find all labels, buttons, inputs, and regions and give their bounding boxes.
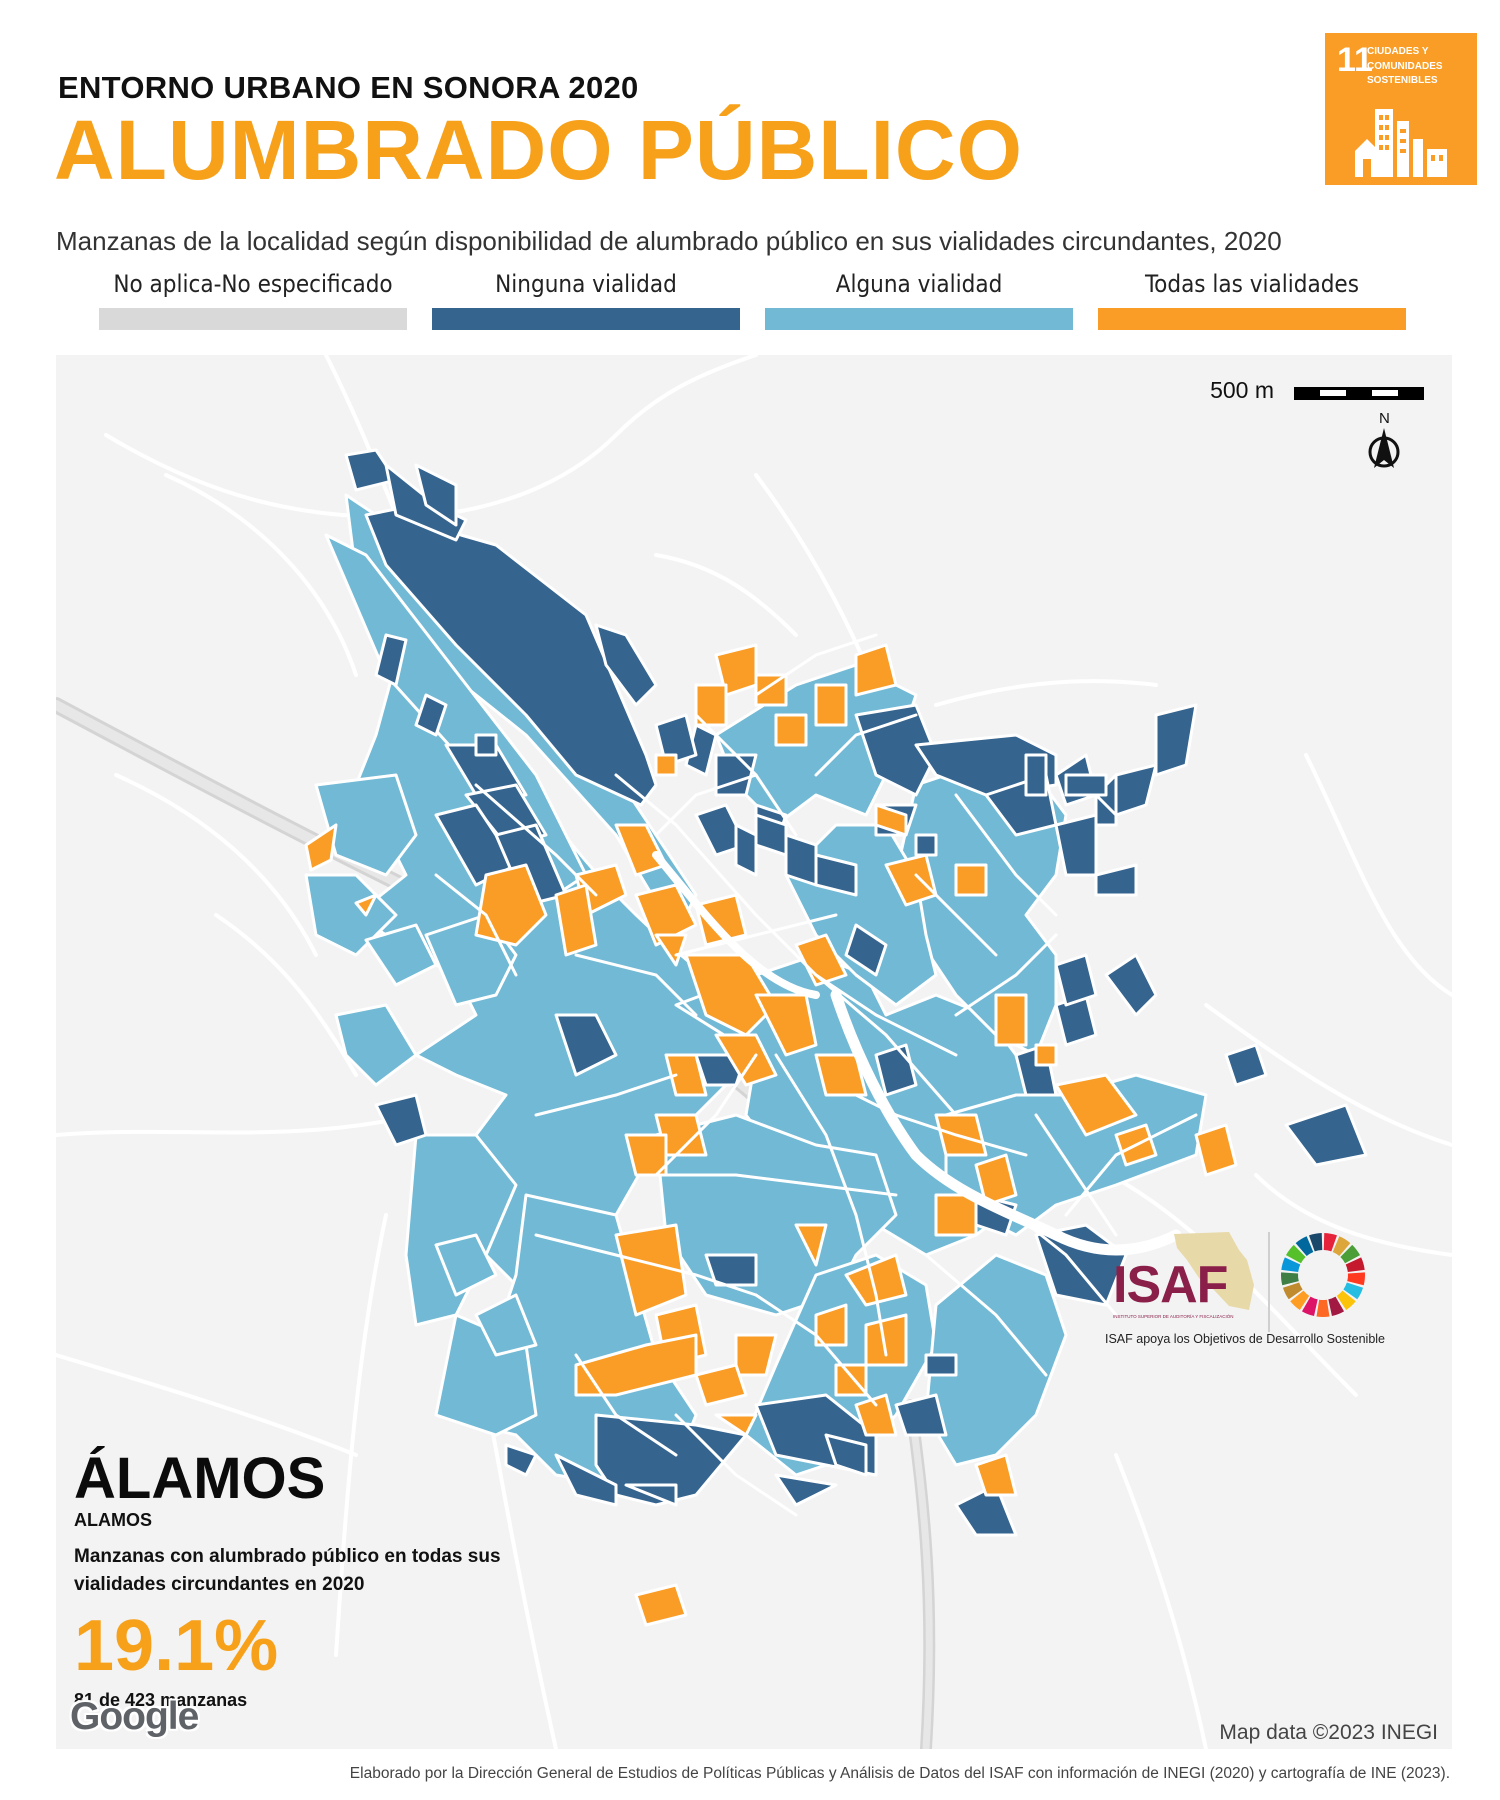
legend-item-alguna: Alguna vialidad [765,270,1073,330]
north-label: N [1379,410,1390,427]
sdg-wheel-segment [1290,1290,1310,1311]
legend-swatch [99,308,407,330]
isaf-fullname: INSTITUTO SUPERIOR DE AUDITORÍA Y FISCAL… [1113,1314,1234,1319]
sdg-wheel-segment [1281,1257,1301,1272]
pre-title: ENTORNO URBANO EN SONORA 2020 [58,70,639,105]
percentage-value: 19.1% [74,1606,279,1687]
block-alguna [364,923,438,987]
north-arrow-icon: N [1362,410,1412,476]
street-grid [434,633,1198,1517]
sdg-wheel-segment [1309,1233,1323,1252]
block-alguna [334,1003,418,1087]
sdg-wheel-segment [1345,1257,1365,1272]
sdg-wheel-segment [1340,1244,1361,1264]
map-attribution: Map data ©2023 INEGI [1219,1721,1438,1744]
sdg-wheel-segment [1343,1282,1364,1300]
sdg-wheel-segment [1336,1290,1356,1311]
river [830,989,1182,1256]
sdg-11-badge: 11 CIUDADES Y COMUNIDADES SOSTENIBLES [1325,33,1477,185]
legend-item-todas: Todas las vialidades [1098,270,1406,330]
sdg-wheel-segment [1301,1296,1318,1317]
locality-caption: Manzanas con alumbrado público en todas … [74,1546,501,1595]
sdg-wheel-segment [1281,1272,1299,1286]
sonora-map-icon [1174,1232,1254,1310]
sdg-wheel-icon [1281,1233,1365,1317]
legend-swatch [765,308,1073,330]
locality-code: ALAMOS [74,1510,152,1530]
block-count: 81 de 423 manzanas [74,1690,248,1711]
isaf-wordmark: ISAF [1113,1256,1228,1314]
page-title: ALUMBRADO PÚBLICO [54,103,1023,197]
legend-item-no-aplica: No aplica-No especificado [99,270,407,330]
sdg-text: CIUDADES Y COMUNIDADES SOSTENIBLES [1367,46,1443,86]
block-alguna [474,1293,538,1357]
blocks-ninguna [344,448,1368,1537]
locality-name: ÁLAMOS [74,1446,326,1511]
river [652,851,820,999]
isaf-caption: ISAF apoya los Objetivos de Desarrollo S… [1105,1332,1386,1346]
city-buildings-icon [1355,109,1447,177]
legend-label: No aplica-No especificado [113,270,393,298]
logo-divider [1268,1232,1270,1332]
google-logo-icon: Google [70,1695,199,1738]
scale-label: 500 m [1210,377,1274,403]
sdg-number: 11 [1337,41,1373,79]
legend-swatch [1098,308,1406,330]
legend-label: Todas las vialidades [1145,270,1359,298]
sdg-wheel-segment [1282,1282,1303,1300]
locality-info: ÁLAMOS ALAMOS Manzanas con alumbrado púb… [74,1450,544,1711]
legend-label: Ninguna vialidad [495,270,677,298]
sdg-wheel-segment [1295,1236,1314,1257]
sdg-wheel-segment [1332,1236,1351,1257]
sdg-wheel-segment [1316,1299,1330,1317]
sdg-wheel-segment [1323,1233,1337,1252]
footer-credits: Elaborado por la Dirección General de Es… [349,1765,1450,1782]
legend-label: Alguna vialidad [835,270,1003,298]
sdg-wheel-segment [1285,1244,1306,1264]
map-subtitle: Manzanas de la localidad según disponibi… [56,226,1282,256]
legend-item-ninguna: Ninguna vialidad [432,270,740,330]
blocks-todas [304,643,1238,1627]
sdg-wheel-segment [1328,1296,1345,1317]
block-alguna [434,1233,498,1297]
map-canvas[interactable]: 500 m N ÁLAMOS ALAMOS Manzanas con alumb… [56,355,1452,1749]
legend-swatch [432,308,740,330]
isaf-logo: ISAF INSTITUTO SUPERIOR DE AUDITORÍA Y F… [1113,1228,1263,1338]
sdg-wheel-segment [1347,1272,1365,1286]
map-drawing[interactable] [56,355,1452,1749]
scale-bar-icon [1294,387,1424,400]
